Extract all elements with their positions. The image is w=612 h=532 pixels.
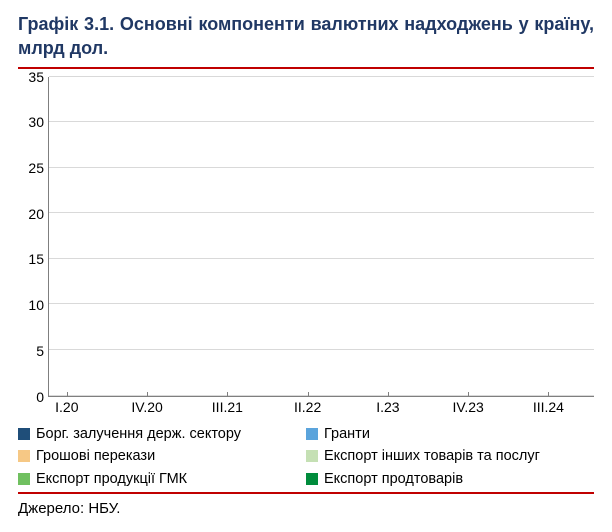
x-tick-mark	[548, 392, 549, 397]
footer-rule	[18, 492, 594, 494]
gridline	[49, 395, 594, 396]
figure: Графік 3.1. Основні компоненти валютних …	[0, 0, 612, 532]
legend-label: Експорт інших товарів та послуг	[324, 445, 540, 467]
x-tick-mark	[227, 392, 228, 397]
y-axis: 05101520253035	[18, 77, 48, 397]
y-tick: 0	[36, 389, 44, 405]
gridline	[49, 349, 594, 350]
legend-swatch	[306, 450, 318, 462]
legend-label: Експорт продукції ГМК	[36, 468, 187, 490]
legend-item-other: Експорт інших товарів та послуг	[306, 445, 594, 467]
gridline	[49, 121, 594, 122]
chart-title: Графік 3.1. Основні компоненти валютних …	[18, 12, 594, 61]
legend-item-remit: Грошові перекази	[18, 445, 306, 467]
legend-swatch	[18, 450, 30, 462]
gridline	[49, 258, 594, 259]
y-tick: 5	[36, 343, 44, 359]
x-tick: III.21	[212, 399, 243, 415]
y-tick: 20	[28, 206, 44, 222]
source: Джерело: НБУ.	[18, 500, 594, 517]
x-tick: IV.20	[131, 399, 162, 415]
gridline	[49, 303, 594, 304]
gridline	[49, 167, 594, 168]
y-tick: 10	[28, 297, 44, 313]
x-tick-mark	[308, 392, 309, 397]
legend-swatch	[18, 428, 30, 440]
x-tick: I.23	[376, 399, 399, 415]
x-tick-mark	[388, 392, 389, 397]
y-tick: 35	[28, 69, 44, 85]
legend-item-debt: Борг. залучення держ. сектору	[18, 423, 306, 445]
legend-label: Експорт продтоварів	[324, 468, 463, 490]
gridline	[49, 212, 594, 213]
x-tick: IV.23	[452, 399, 483, 415]
x-tick: I.20	[55, 399, 78, 415]
legend-label: Гранти	[324, 423, 370, 445]
title-rule	[18, 67, 594, 69]
x-tick-mark	[67, 392, 68, 397]
legend-swatch	[306, 428, 318, 440]
legend: Борг. залучення держ. сектору Гранти Грошо…	[18, 423, 594, 490]
legend-swatch	[18, 473, 30, 485]
chart: 05101520253035	[18, 77, 594, 397]
x-tick-mark	[468, 392, 469, 397]
legend-label: Борг. залучення держ. сектору	[36, 423, 241, 445]
legend-item-food: Експорт продтоварів	[306, 468, 594, 490]
gridline	[49, 76, 594, 77]
bars-container	[49, 77, 594, 396]
plot-area	[48, 77, 594, 397]
x-axis: I.20 IV.20 III.21 II.22 I.23 IV.23 III.24	[48, 397, 594, 417]
y-tick: 15	[28, 251, 44, 267]
y-tick: 25	[28, 160, 44, 176]
legend-label: Грошові перекази	[36, 445, 155, 467]
y-tick: 30	[28, 114, 44, 130]
x-tick: II.22	[294, 399, 321, 415]
legend-item-gmk: Експорт продукції ГМК	[18, 468, 306, 490]
legend-swatch	[306, 473, 318, 485]
x-tick-mark	[147, 392, 148, 397]
legend-item-grants: Гранти	[306, 423, 594, 445]
x-tick: III.24	[533, 399, 564, 415]
